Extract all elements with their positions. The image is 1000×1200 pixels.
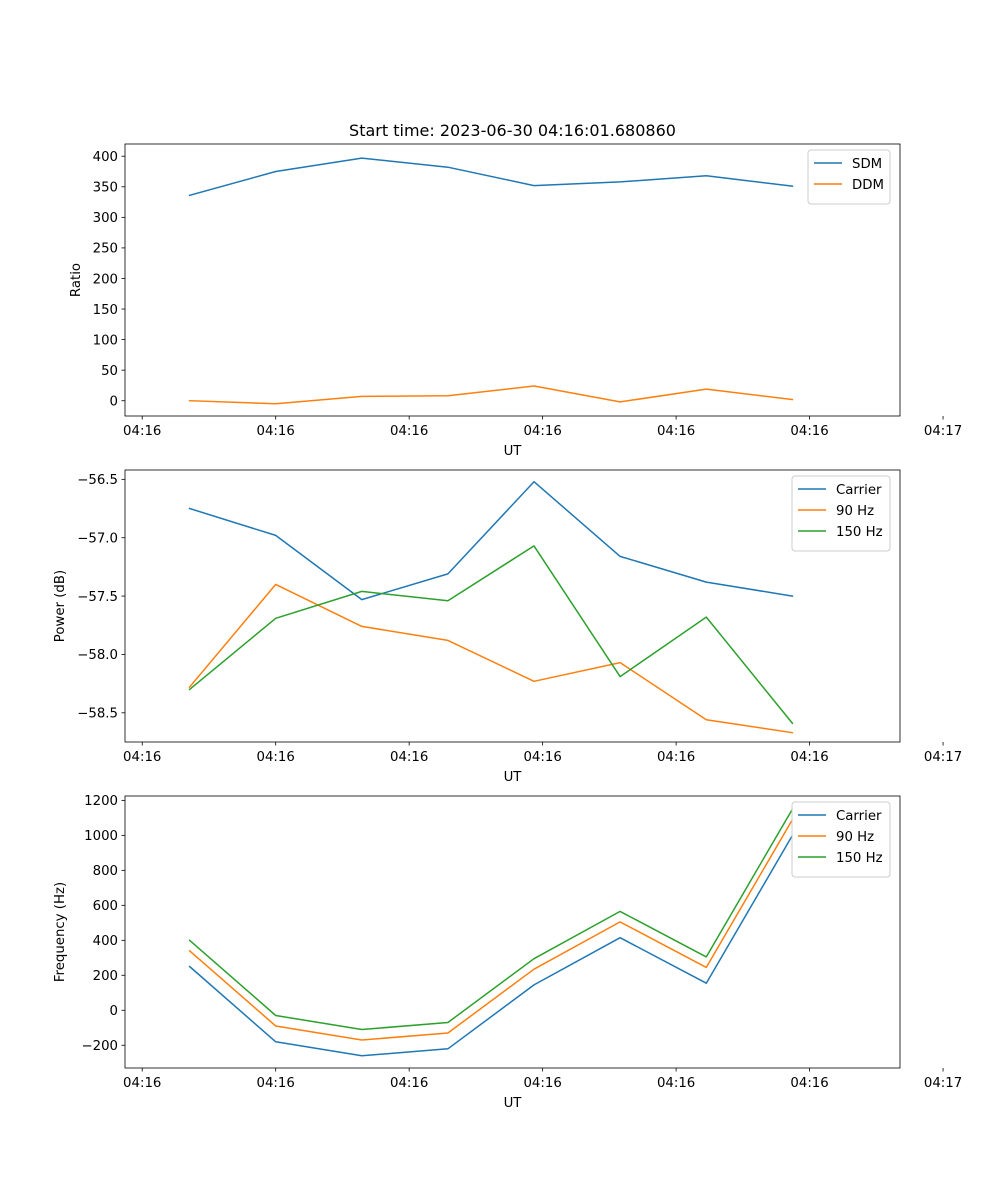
ratio-series-line-sdm — [188, 157, 794, 197]
power-x-tick-label: 04:16 — [257, 750, 295, 765]
frequency-legend-label: 150 Hz — [836, 851, 883, 866]
ratio-series-line-ddm — [188, 385, 794, 405]
frequency-series-line-150-hz — [188, 808, 794, 1031]
ratio-legend-label: DDM — [852, 178, 884, 193]
power-legend-frame — [791, 475, 891, 552]
power-x-tick-label: 04:16 — [523, 750, 561, 765]
frequency-x-tick-label: 04:17 — [924, 1076, 962, 1091]
ratio-x-tick-label: 04:16 — [390, 424, 428, 439]
frequency-x-tick-label: 04:16 — [390, 1076, 428, 1091]
panel-ratio: 04:16 04:16 04:16 04:16 04:16 04:16 04:17 0 50 10… — [69, 143, 962, 459]
power-legend: Carrier 90 Hz 150 Hz — [791, 475, 891, 552]
ratio-y-tick-label: 200 — [93, 272, 118, 287]
chart-title: Start time: 2023-06-30 04:16:01.680860 — [349, 121, 676, 140]
ratio-axes-frame — [124, 143, 901, 417]
power-x-tick-label: 04:17 — [924, 750, 962, 765]
frequency-legend-label: Carrier — [836, 809, 882, 824]
power-series-line-90-hz — [188, 583, 794, 734]
ratio-y-tick-label: 400 — [93, 150, 118, 165]
power-y-tick-label: −58.5 — [77, 707, 118, 722]
frequency-series-line-carrier — [188, 834, 794, 1057]
power-legend-label: 90 Hz — [836, 504, 874, 519]
power-x-tick-label: 04:16 — [123, 750, 161, 765]
panel-power: 04:16 04:16 04:16 04:16 04:16 04:16 04:17 −58.5… — [53, 469, 962, 785]
frequency-x-tick-label: 04:16 — [257, 1076, 295, 1091]
power-x-tick-label: 04:16 — [390, 750, 428, 765]
frequency-series-group — [188, 808, 794, 1057]
power-y-tick-label: −56.5 — [77, 473, 118, 488]
ratio-y-tick-label: 350 — [93, 181, 118, 196]
frequency-x-tick-label: 04:16 — [790, 1076, 828, 1091]
panel-frequency: 04:16 04:16 04:16 04:16 04:16 04:16 04:17 −200 0… — [53, 794, 962, 1111]
frequency-legend-frame — [791, 801, 891, 878]
power-x-tick-label: 04:16 — [657, 750, 695, 765]
power-legend-label: 150 Hz — [836, 525, 883, 540]
power-y-tick-label: −58.0 — [77, 648, 118, 663]
frequency-y-tick-label: 1200 — [84, 794, 118, 809]
ratio-y-tick-label: 100 — [93, 333, 118, 348]
power-x-tick-label: 04:16 — [790, 750, 828, 765]
power-series-line-carrier — [188, 480, 794, 601]
frequency-y-axis-label: Frequency (Hz) — [53, 882, 68, 982]
ratio-x-tick-label: 04:17 — [924, 424, 962, 439]
frequency-series-line-90-hz — [188, 818, 794, 1041]
ratio-y-tick-label: 300 — [93, 211, 118, 226]
frequency-x-tick-label: 04:16 — [523, 1076, 561, 1091]
power-x-axis-label: UT — [504, 770, 523, 785]
frequency-axes-frame — [124, 795, 901, 1069]
ratio-y-tick-label: 0 — [110, 395, 118, 410]
frequency-x-tick-label: 04:16 — [123, 1076, 161, 1091]
ratio-series-group — [188, 157, 794, 405]
power-y-tick-label: −57.0 — [77, 532, 118, 547]
power-y-axis-label: Power (dB) — [53, 570, 68, 642]
ratio-legend: SDM DDM — [807, 149, 891, 205]
frequency-y-tick-label: 600 — [93, 899, 118, 914]
ratio-x-tick-label: 04:16 — [657, 424, 695, 439]
ratio-y-axis-label: Ratio — [69, 263, 84, 297]
ratio-x-tick-label: 04:16 — [790, 424, 828, 439]
frequency-y-tick-label: 200 — [93, 969, 118, 984]
frequency-legend-label: 90 Hz — [836, 830, 874, 845]
power-y-tick-label: −57.5 — [77, 590, 118, 605]
frequency-x-axis-label: UT — [504, 1096, 523, 1111]
frequency-x-tick-label: 04:16 — [657, 1076, 695, 1091]
ratio-y-tick-label: 250 — [93, 242, 118, 257]
ratio-x-axis-label: UT — [504, 444, 523, 459]
ratio-y-tick-label: 150 — [93, 303, 118, 318]
power-series-group — [188, 480, 794, 734]
power-series-line-150-hz — [188, 545, 794, 725]
frequency-y-tick-label: 400 — [93, 934, 118, 949]
frequency-y-tick-label: −200 — [81, 1039, 118, 1054]
ratio-x-tick-label: 04:16 — [257, 424, 295, 439]
ratio-x-tick-label: 04:16 — [123, 424, 161, 439]
chart-panels: 04:16 04:16 04:16 04:16 04:16 04:16 04:17 0 50 10… — [53, 143, 962, 1111]
frequency-legend: Carrier 90 Hz 150 Hz — [791, 801, 891, 878]
power-legend-label: Carrier — [836, 483, 882, 498]
frequency-y-tick-label: 1000 — [84, 829, 118, 844]
power-axes-frame — [124, 469, 901, 743]
frequency-y-tick-label: 800 — [93, 864, 118, 879]
ratio-y-tick-label: 50 — [101, 364, 118, 379]
frequency-y-tick-label: 0 — [110, 1004, 118, 1019]
ratio-legend-label: SDM — [852, 157, 882, 172]
ratio-x-tick-label: 04:16 — [523, 424, 561, 439]
